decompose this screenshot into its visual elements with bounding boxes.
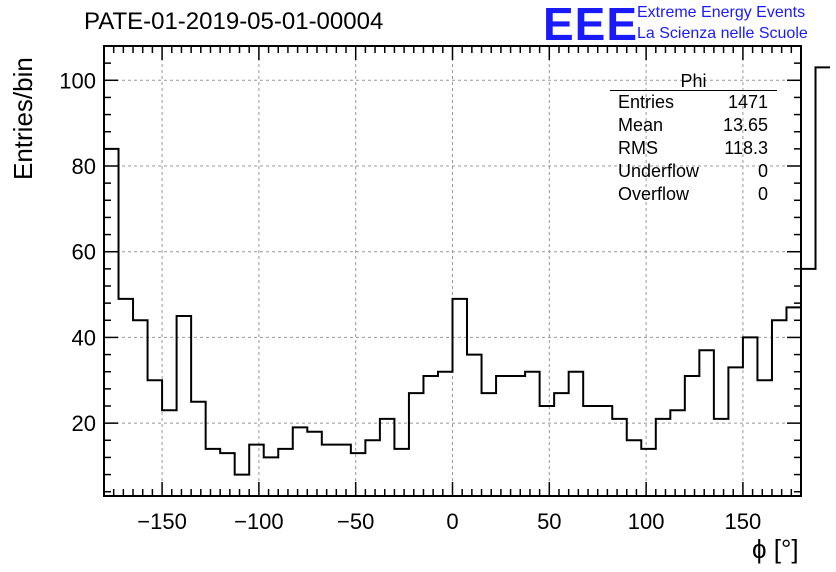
stats-value: 0 xyxy=(757,184,768,204)
chart-title: PATE-01-2019-05-01-00004 xyxy=(84,8,384,35)
x-tick-label: 150 xyxy=(725,509,762,534)
x-tick-label: 50 xyxy=(537,509,561,534)
statistics-box: Phi Entries 1471 Mean 13.65 RMS 118.3 Un… xyxy=(610,72,777,206)
grid-lines xyxy=(104,46,801,496)
x-tick-label: 0 xyxy=(446,509,458,534)
stats-label: Underflow xyxy=(618,161,700,181)
stats-row-underflow: Underflow 0 xyxy=(610,160,777,183)
axis-ticks xyxy=(104,45,801,496)
stats-title: Phi xyxy=(680,71,707,91)
stats-row-mean: Mean 13.65 xyxy=(610,114,777,137)
stats-label: Entries xyxy=(618,92,675,112)
stats-label: Mean xyxy=(618,115,664,135)
x-tick-label: −150 xyxy=(137,509,187,534)
y-tick-label: 80 xyxy=(72,154,96,179)
logo-caption-line2: La Scienza nelle Scuole xyxy=(637,25,808,42)
y-tick-label: 100 xyxy=(59,68,96,93)
y-tick-label: 60 xyxy=(72,240,96,265)
stats-row-overflow: Overflow 0 xyxy=(610,183,777,206)
y-tick-label: 20 xyxy=(72,411,96,436)
logo-caption-line1: Extreme Energy Events xyxy=(637,4,806,21)
x-axis-label: ϕ [°] xyxy=(752,534,799,564)
stats-label: Overflow xyxy=(618,184,690,204)
stats-row-rms: RMS 118.3 xyxy=(610,137,777,160)
stats-label: RMS xyxy=(618,138,658,158)
eee-logo: EEE xyxy=(543,0,639,50)
x-tick-label: 100 xyxy=(628,509,665,534)
stats-row-entries: Entries 1471 xyxy=(610,91,777,114)
stats-value: 1471 xyxy=(727,92,768,112)
x-tick-label: −100 xyxy=(234,509,284,534)
stats-value: 0 xyxy=(757,161,768,181)
stats-value: 118.3 xyxy=(724,138,768,158)
stats-divider xyxy=(610,90,777,91)
y-axis-label: Entries/bin xyxy=(8,57,38,180)
stats-value: 13.65 xyxy=(722,115,768,135)
y-tick-label: 40 xyxy=(72,325,96,350)
axis-tick-labels: −150 −100 −50 0 50 100 150 20 40 60 80 100 xyxy=(59,68,761,534)
histogram-series-phi xyxy=(104,66,831,476)
x-tick-label: −50 xyxy=(337,509,374,534)
